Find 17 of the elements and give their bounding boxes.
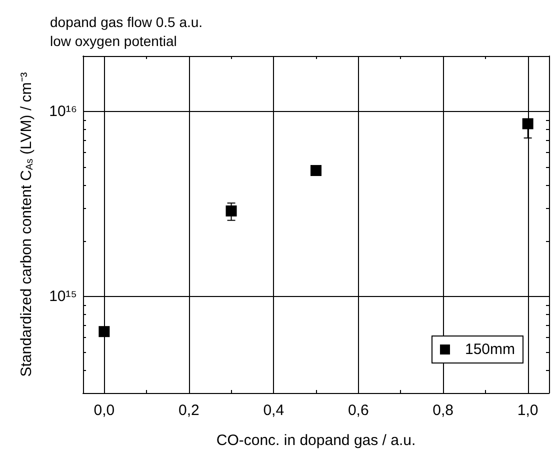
x-tick-label: 0,6 xyxy=(348,402,369,419)
chart-subtitle: low oxygen potential xyxy=(50,33,177,49)
point xyxy=(226,205,237,216)
x-tick-label: 0,0 xyxy=(94,402,115,419)
y-axis-title: Standardized carbon content CAs (LVM) / cm⁻³ xyxy=(18,72,36,377)
x-axis-title: CO-conc. in dopand gas / a.u. xyxy=(216,432,416,449)
point xyxy=(310,165,322,176)
chart-title: dopand gas flow 0.5 a.u. xyxy=(50,14,203,30)
x-tick-label: 0,4 xyxy=(263,402,284,419)
point xyxy=(98,326,110,338)
legend-label: 150mm xyxy=(464,341,516,358)
y-tick-label: 10¹⁵ xyxy=(49,288,77,305)
x-tick-label: 0,2 xyxy=(178,402,200,419)
x-tick-label: 1,0 xyxy=(517,402,538,419)
point xyxy=(522,118,534,130)
x-tick-label: 0,8 xyxy=(432,402,454,419)
y-tick-label: 10¹⁶ xyxy=(49,103,77,120)
